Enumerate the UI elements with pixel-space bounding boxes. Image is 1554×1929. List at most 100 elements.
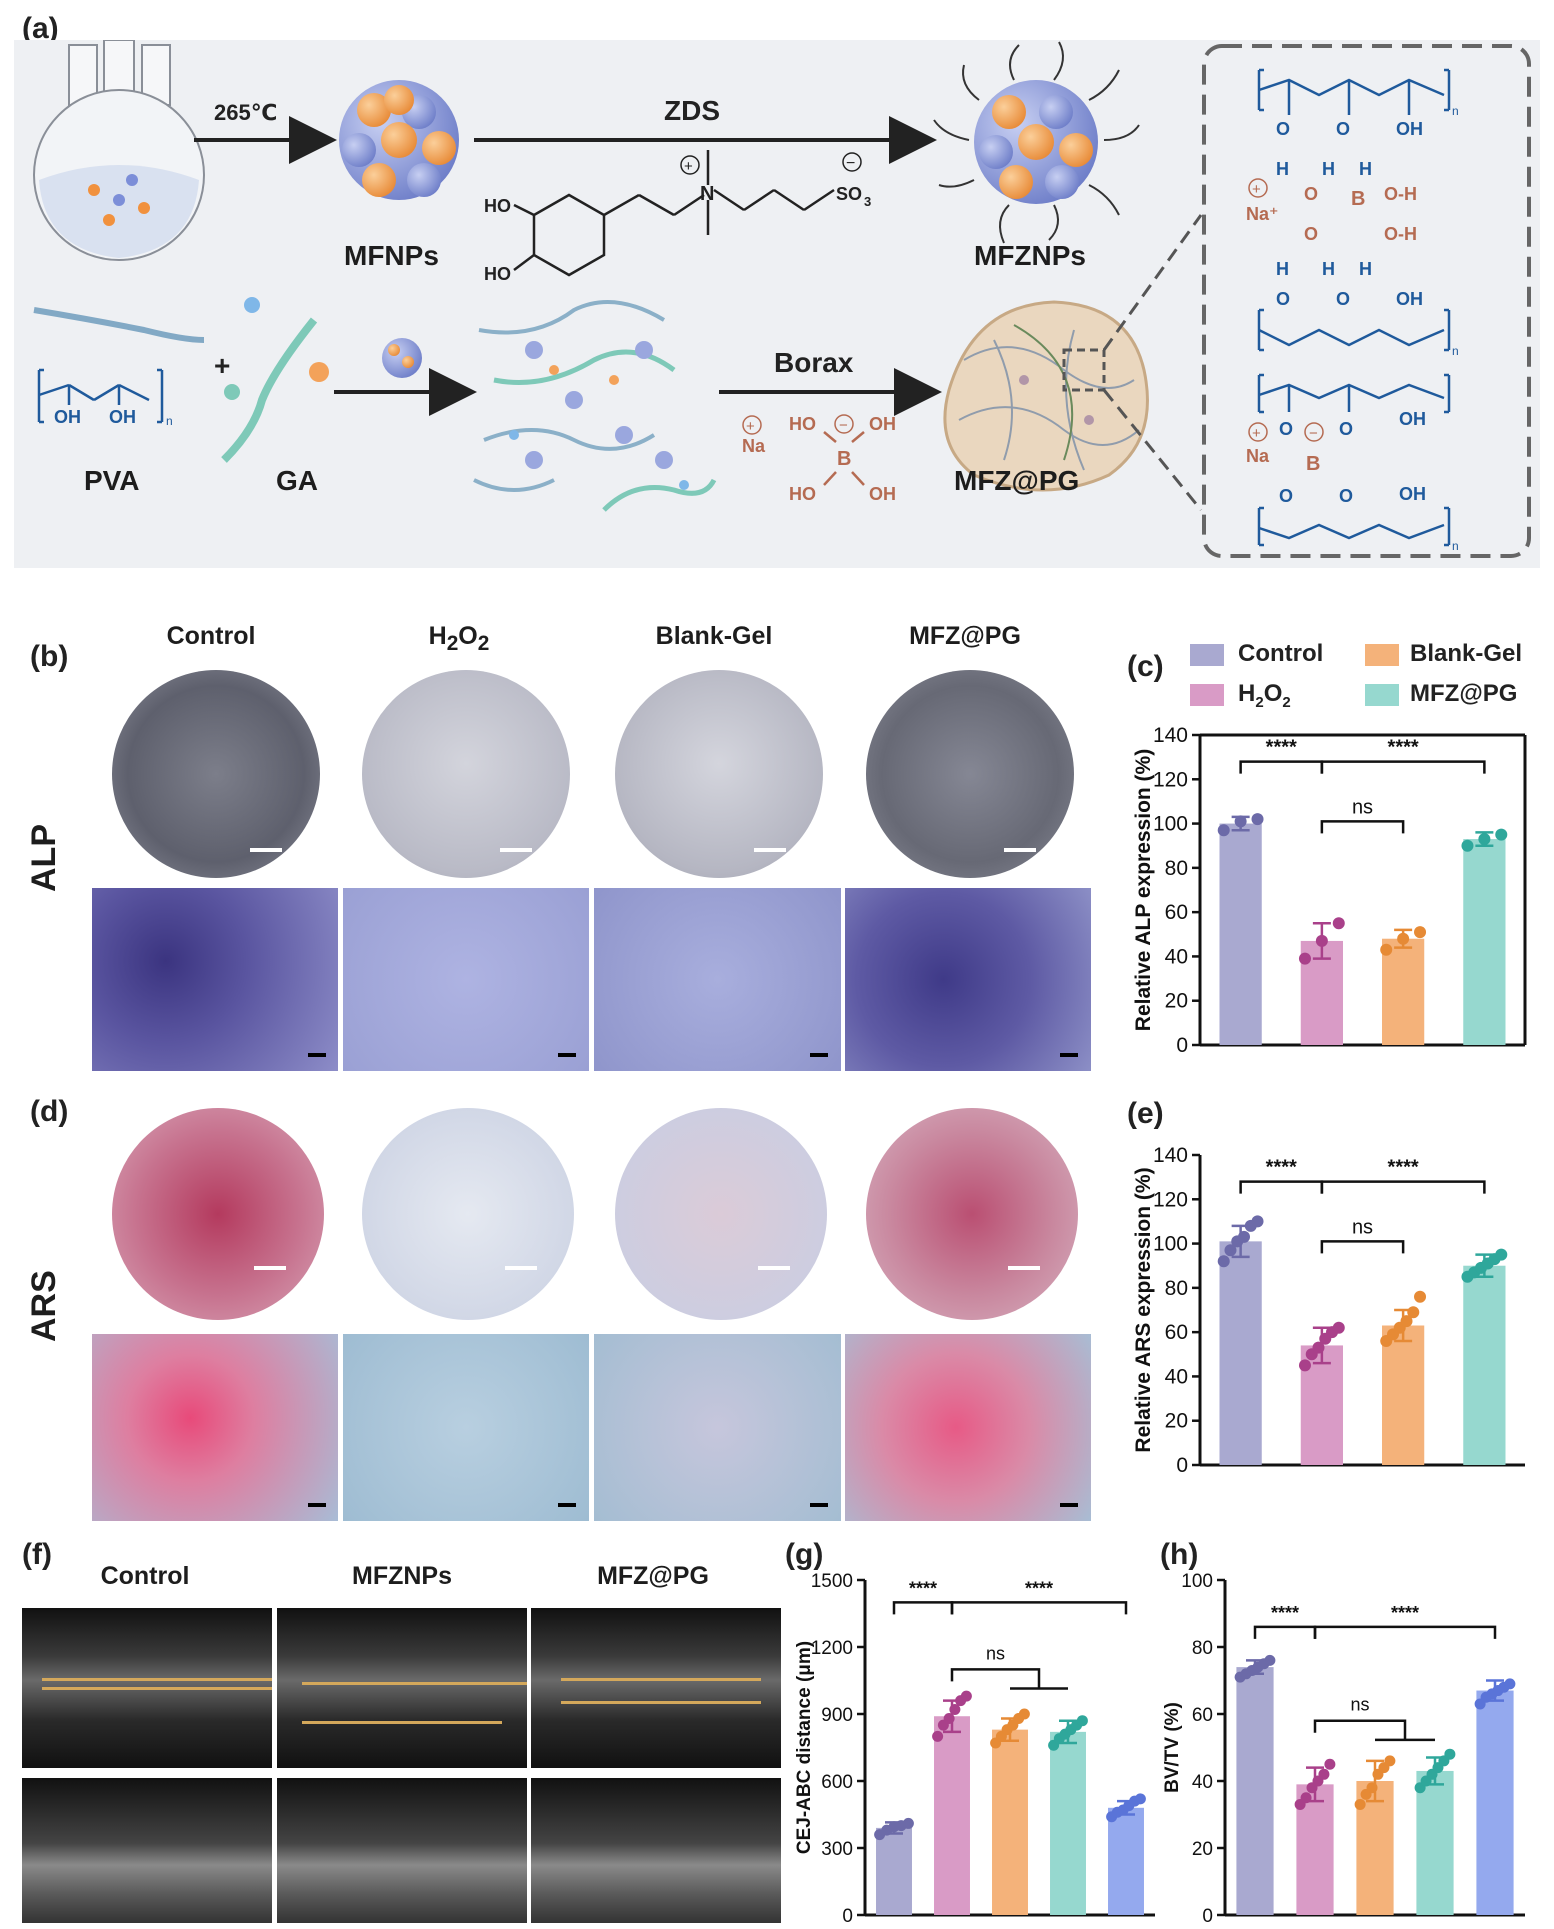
significance-bracket	[1239, 760, 1324, 774]
col-label-blank-gel: Blank-Gel	[655, 622, 773, 650]
y-tick-label: 40	[1165, 945, 1188, 968]
chem-h: H	[1276, 159, 1289, 179]
alp-dish-control	[112, 670, 320, 878]
significance-bracket	[892, 1601, 954, 1615]
y-tick-label: 300	[821, 1839, 853, 1860]
alp-dish-mfz-pg	[866, 670, 1074, 878]
data-point	[1504, 1678, 1516, 1690]
h2o2-o: O	[458, 622, 478, 650]
significance-label: ****	[1388, 1157, 1419, 1179]
svg-text:−: −	[1309, 425, 1318, 442]
chem-o: O	[1336, 289, 1350, 309]
zds-ho-label: HO	[484, 196, 511, 216]
y-tick-label: 0	[1202, 1906, 1213, 1925]
panel-label-g: (g)	[785, 1538, 824, 1571]
data-point	[1234, 815, 1247, 828]
col-label-mfz-pg: MFZ@PG	[909, 622, 1021, 650]
pva-oh-label: OH	[54, 407, 81, 427]
y-tick-label: 1500	[811, 1571, 853, 1592]
significance-label: ns	[986, 1643, 1005, 1663]
chem-h: H	[1359, 159, 1372, 179]
data-point	[1300, 1792, 1312, 1804]
y-tick-label: 40	[1192, 1772, 1213, 1793]
chem-o-borate: O	[1304, 184, 1318, 204]
chem-o: O	[1279, 419, 1293, 439]
chem-o: O	[1339, 486, 1353, 506]
significance-label: ns	[1352, 1216, 1373, 1238]
data-point	[949, 1704, 961, 1716]
chem-n: n	[1452, 344, 1459, 358]
temp-label: 265℃	[214, 100, 277, 125]
chem-h: H	[1276, 259, 1289, 279]
scale-bar	[1004, 848, 1036, 852]
mfnps-label: MFNPs	[344, 240, 439, 271]
data-point	[1478, 833, 1491, 846]
y-tick-label: 120	[1153, 768, 1188, 791]
ars-dish-mfz-pg	[866, 1108, 1078, 1320]
bar	[934, 1716, 970, 1915]
col-label-control: Control	[166, 622, 256, 650]
scale-bar	[810, 1503, 828, 1507]
significance-bracket	[1253, 1625, 1317, 1639]
data-point	[1076, 1715, 1088, 1727]
data-point	[1217, 1255, 1230, 1268]
significance-label: ****	[1391, 1603, 1419, 1623]
borate-crosslink-structure-2: O O OH + Na B − O O OH n	[1246, 373, 1459, 553]
significance-bracket	[1320, 760, 1486, 774]
data-point	[902, 1817, 914, 1829]
significance-label: ****	[1266, 1157, 1297, 1179]
y-tick-label: 140	[1153, 1144, 1188, 1167]
legend-swatch-control	[1190, 644, 1224, 666]
pva-structure	[37, 368, 164, 424]
significance-bracket	[1320, 1180, 1486, 1194]
significance-bracket	[1313, 1625, 1497, 1639]
data-point	[1332, 917, 1345, 930]
chem-oh: OH	[1399, 484, 1426, 504]
y-tick-label: 100	[1181, 1571, 1213, 1592]
legend-swatch-h2o2	[1190, 684, 1224, 706]
ars-micrograph-control	[92, 1334, 338, 1521]
legend-label-mfz-pg: MFZ@PG	[1410, 680, 1518, 707]
y-tick-label: 20	[1192, 1839, 1213, 1860]
alp-micrograph-blank-gel	[594, 888, 841, 1071]
h2o2-sub: 2	[446, 632, 459, 655]
scale-bar	[254, 1266, 286, 1270]
ars-micrograph-mfz-pg	[845, 1334, 1091, 1521]
zds-so3-label: SO	[836, 184, 862, 204]
ct-sagittal-mfznps	[277, 1608, 527, 1768]
ct-3d-mfz-pg	[531, 1778, 781, 1923]
data-point	[1298, 1359, 1311, 1372]
scale-bar	[810, 1053, 828, 1057]
data-point	[1332, 1321, 1345, 1334]
svg-text:−: −	[839, 417, 848, 434]
chem-b: B	[1351, 188, 1365, 210]
zds-label: ZDS	[664, 95, 720, 126]
ct-sagittal-control	[22, 1608, 272, 1768]
col-label-f-mfz-pg: MFZ@PG	[597, 1562, 709, 1590]
data-point	[1324, 1758, 1336, 1770]
mixture-network-icon	[473, 300, 717, 512]
data-point	[1380, 943, 1393, 956]
mfnps-particle-icon	[339, 80, 459, 200]
y-tick-label: 1200	[811, 1638, 853, 1659]
y-tick-label: 80	[1165, 857, 1188, 880]
data-point	[1495, 1248, 1508, 1261]
pva-n-sub: n	[166, 414, 173, 428]
data-point	[1224, 1244, 1237, 1257]
panel-label-f: (f)	[22, 1538, 52, 1571]
y-tick-label: 100	[1153, 813, 1188, 836]
alp-dish-h2o2	[362, 670, 570, 878]
ga-chain-icon	[221, 297, 329, 463]
y-axis-label: BV/TV (%)	[1162, 1702, 1183, 1793]
scale-bar	[250, 848, 282, 852]
chem-b-2: B	[1306, 453, 1320, 475]
svg-text:−: −	[846, 155, 855, 172]
scale-bar	[1008, 1266, 1040, 1270]
data-point	[1018, 1708, 1030, 1720]
zds-n-label: N	[700, 183, 714, 205]
data-point	[1238, 1230, 1251, 1243]
chem-o: O	[1339, 419, 1353, 439]
alp-micrograph-h2o2	[343, 888, 589, 1071]
